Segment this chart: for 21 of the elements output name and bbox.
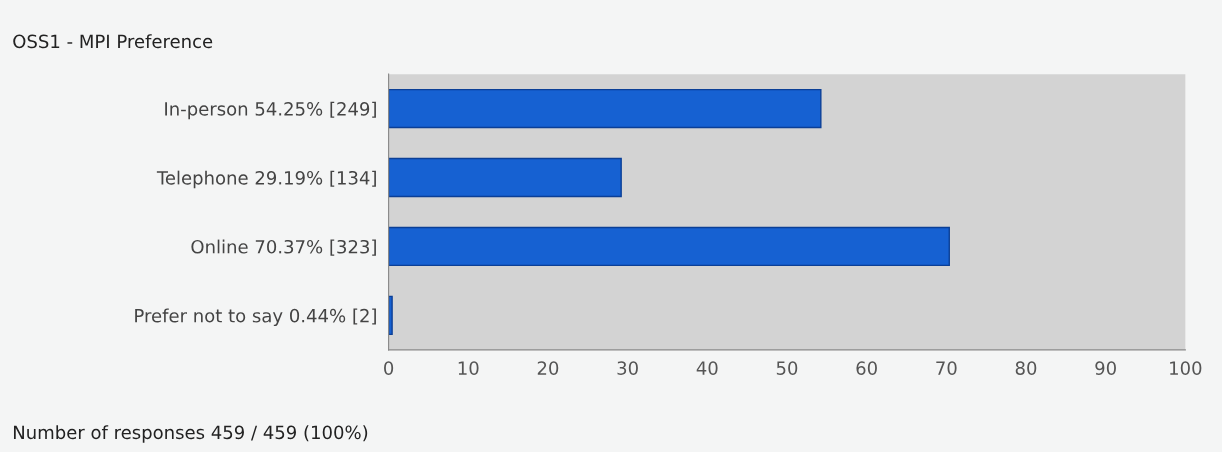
x-tick-label: 50: [776, 361, 798, 375]
y-tick-label: Prefer not to say 0.44% [2]: [135, 308, 376, 326]
x-tick-label: 20: [537, 361, 559, 375]
x-tick-label: 10: [458, 361, 479, 375]
bar: [388, 226, 950, 267]
x-tick-label: 100: [1170, 361, 1202, 375]
x-tick-label: 80: [1015, 361, 1037, 375]
x-tick-label: 0: [384, 361, 394, 375]
bar: [388, 88, 822, 129]
y-tick-label: Telephone 29.19% [134]: [156, 170, 376, 189]
x-tick-label: 70: [936, 361, 957, 375]
x-tick-label: 30: [617, 361, 638, 375]
text: OSS1 - MPI Preference: [13, 34, 213, 49]
x-tick-label: 40: [696, 361, 718, 375]
x-tick-label: 90: [1095, 361, 1116, 375]
bar: [388, 295, 393, 336]
bar: [388, 157, 622, 198]
y-tick-label: In-person 54.25% [249]: [165, 101, 376, 120]
y-tick-label: Online 70.37% [323]: [191, 239, 376, 256]
text: Number of responses 459 / 459 (100%): [13, 425, 368, 443]
x-tick-label: 60: [856, 361, 877, 375]
